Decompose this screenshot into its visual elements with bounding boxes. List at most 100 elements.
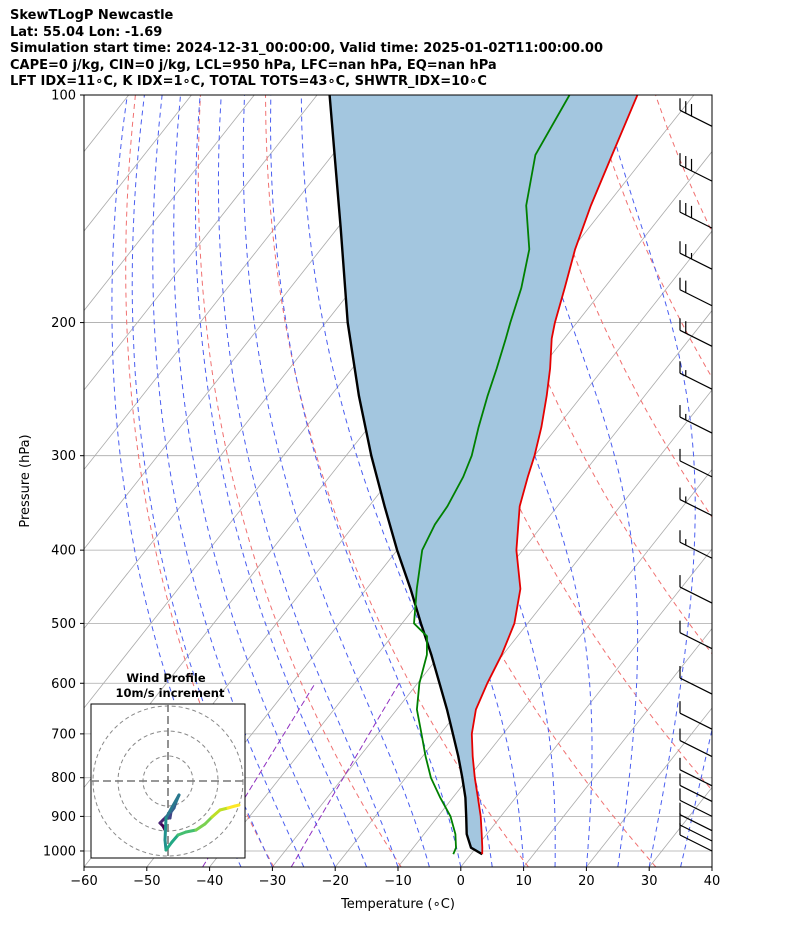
isotherm — [648, 786, 712, 867]
y-tick-label: 600 — [51, 677, 76, 692]
barb-staff — [679, 677, 713, 695]
moist-adiabat — [152, 95, 305, 867]
hodograph-segment — [210, 808, 222, 819]
barb-staff — [679, 289, 713, 307]
barb-staff — [679, 460, 713, 478]
barb-staff — [679, 499, 713, 517]
x-tick-label: 20 — [578, 874, 595, 889]
barb-staff — [679, 712, 713, 730]
wind-barb — [679, 822, 713, 852]
barb-staff — [679, 252, 713, 270]
x-tick-label: 0 — [457, 874, 465, 889]
isotherm — [460, 548, 712, 867]
moist-adiabat — [217, 95, 399, 867]
moist-adiabat — [269, 95, 462, 867]
barb-staff — [679, 814, 713, 832]
wind-barb — [679, 666, 713, 695]
hodograph-segment — [194, 822, 207, 832]
x-axis-label: Temperature (∘C) — [340, 897, 455, 912]
wind-barb — [679, 773, 713, 802]
barb-staff — [679, 834, 713, 852]
parcel-line — [328, 95, 483, 856]
isotherm — [272, 309, 712, 867]
wind-barbs — [679, 98, 713, 852]
wind-barb — [679, 620, 713, 650]
barb-staff — [679, 211, 713, 229]
moist-adiabat — [194, 95, 368, 867]
isotherm — [334, 389, 712, 867]
hodograph-segment — [163, 816, 168, 842]
y-tick-label: 100 — [51, 89, 76, 104]
barb-staff — [679, 329, 713, 347]
isotherm — [84, 95, 255, 312]
wind-profile-inset: Wind Profile 10m/s increment — [90, 671, 246, 859]
y-tick-label: 500 — [51, 617, 76, 632]
inset-subtitle: 10m/s increment — [116, 686, 225, 700]
cape-area — [329, 95, 638, 855]
barb-staff — [679, 769, 713, 787]
barb-staff — [679, 164, 713, 182]
isotherm — [84, 95, 318, 391]
moist-adiabat — [507, 95, 639, 867]
wind-barb — [679, 728, 713, 758]
wind-barb — [679, 153, 713, 182]
wind-barb — [679, 318, 713, 347]
moist-adiabat — [602, 95, 696, 867]
cape-fill — [329, 95, 638, 855]
isotherm — [84, 95, 381, 471]
x-tick-label: 10 — [515, 874, 532, 889]
hodograph-segment — [170, 833, 180, 844]
isotherm — [397, 468, 712, 867]
dry-adiabat — [721, 95, 794, 867]
wind-barb — [679, 405, 713, 434]
barb-staff — [679, 799, 713, 817]
hodograph-segment — [164, 840, 174, 852]
hodograph-segment — [203, 815, 214, 826]
x-tick-label: 30 — [641, 874, 658, 889]
isotherm — [523, 627, 712, 867]
moist-adiabat — [173, 95, 336, 867]
hodograph-segment — [164, 793, 181, 820]
title-line-4: CAPE=0 j/kg, CIN=0 j/kg, LCL=950 hPa, LF… — [10, 57, 497, 73]
profile-lines — [328, 95, 639, 856]
x-tick-label: −60 — [70, 874, 97, 889]
title-block: SkewTLogP Newcastle Lat: 55.04 Lon: -1.6… — [10, 8, 603, 91]
dry-adiabat — [330, 95, 657, 867]
hodograph-segment — [184, 828, 198, 834]
y-axis-label: Pressure (hPa) — [18, 434, 33, 527]
wind-barb — [679, 530, 713, 559]
y-tick-label: 700 — [51, 727, 76, 742]
isotherm — [711, 866, 712, 867]
moist-adiabat — [131, 95, 273, 867]
y-axis: 100 200 300 400 500 600 700 800 900 1000 — [43, 89, 84, 859]
wind-barb — [679, 802, 713, 832]
dry-adiabat — [786, 95, 794, 867]
x-tick-label: 40 — [704, 874, 721, 889]
y-tick-label: 400 — [51, 544, 76, 559]
moist-adiabat — [242, 95, 430, 867]
barb-staff — [679, 586, 713, 604]
x-axis: −60 −50 −40 −30 −20 −10 0 10 20 30 40 — [70, 867, 720, 889]
x-tick-label: −30 — [259, 874, 286, 889]
title-line-3: Simulation start time: 2024-12-31_00:00:… — [10, 41, 603, 56]
moist-adiabat — [300, 95, 493, 867]
wind-barb — [679, 241, 713, 270]
dry-adiabat — [197, 95, 402, 867]
wind-barb — [679, 757, 713, 787]
wind-barb — [679, 788, 713, 817]
wind-barb — [679, 812, 713, 842]
temperature-line — [470, 95, 639, 855]
mixing-ratio-line — [290, 683, 400, 867]
wind-barb — [679, 701, 713, 730]
y-tick-label: 800 — [51, 771, 76, 786]
title-line-5: LFT IDX=11∘C, K IDX=1∘C, TOTAL TOTS=43∘C… — [10, 74, 487, 89]
barb-staff — [679, 109, 713, 127]
moist-adiabat — [680, 727, 712, 867]
y-tick-label: 300 — [51, 449, 76, 464]
isotherm — [586, 707, 712, 867]
dewpoint-line — [413, 95, 571, 855]
wind-barb — [679, 98, 713, 127]
x-tick-label: −50 — [133, 874, 160, 889]
wind-barb — [679, 361, 713, 390]
